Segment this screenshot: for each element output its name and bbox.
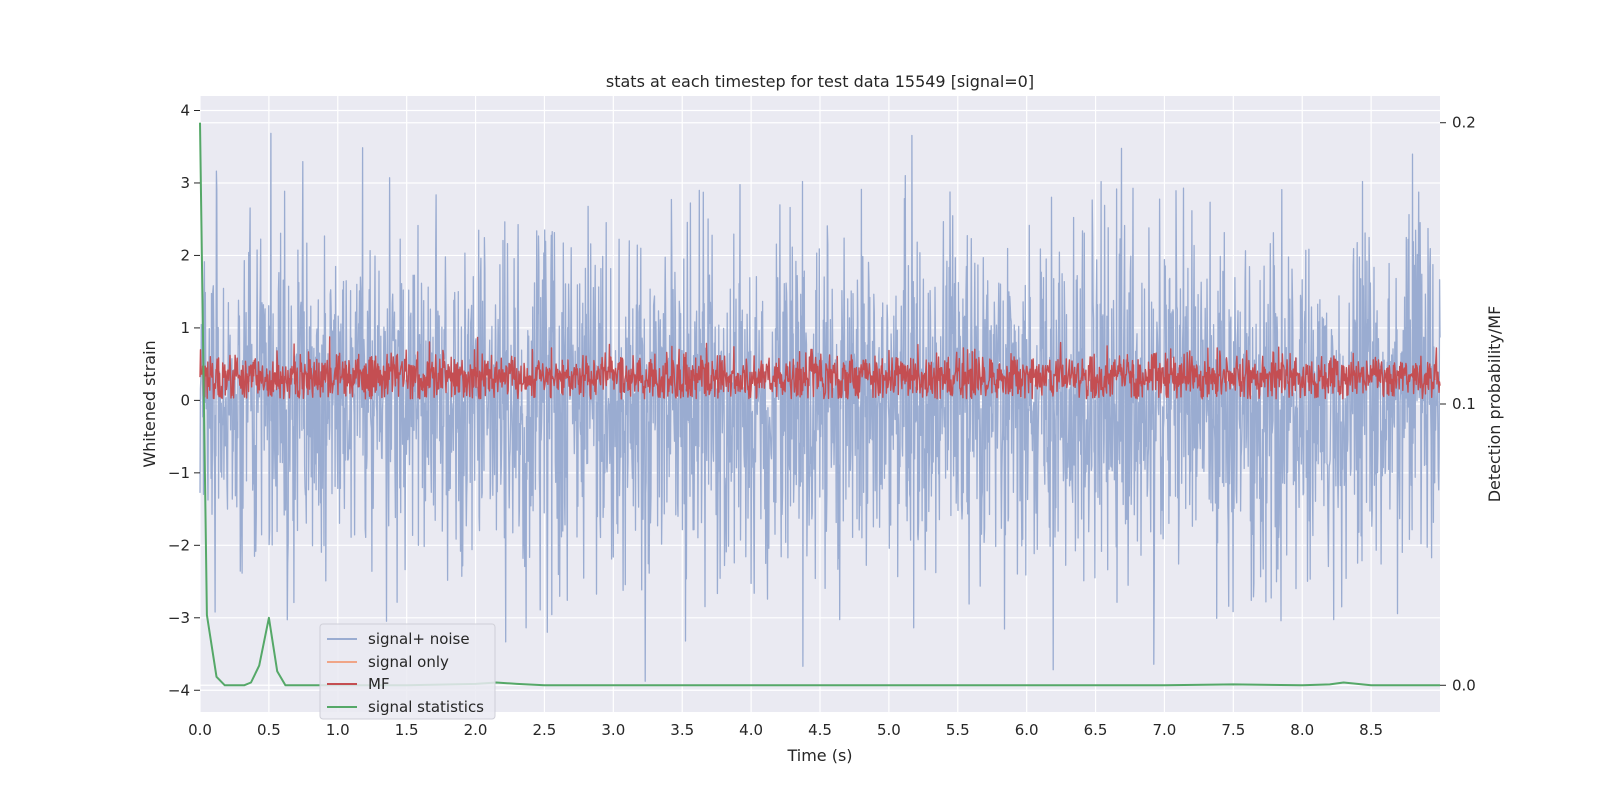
x-tick-label: 4.0	[739, 721, 763, 739]
x-tick-label: 6.0	[1015, 721, 1039, 739]
series-mf-line	[199, 336, 1441, 400]
legend-label-signal-only: signal only	[368, 653, 449, 671]
y2-tick-label: 0.0	[1452, 676, 1476, 694]
x-tick-label: 3.0	[601, 721, 625, 739]
y2-tick-label: 0.2	[1452, 114, 1476, 132]
y-tick-label: 2	[180, 246, 190, 264]
y-axis-ticks: 4 3 2 1 0 −1 −2 −3 −4	[168, 101, 200, 699]
x-tick-label: 8.0	[1290, 721, 1314, 739]
y-tick-label: −1	[168, 464, 190, 482]
y2-axis-label: Detection probability/MF	[1485, 306, 1504, 503]
x-tick-label: 0.0	[188, 721, 212, 739]
x-axis-label: Time (s)	[786, 746, 852, 765]
y-tick-label: −4	[168, 681, 190, 699]
y-tick-label: 3	[180, 174, 190, 192]
legend: signal+ noise signal only MF signal stat…	[319, 623, 496, 720]
y-tick-label: 1	[180, 319, 190, 337]
x-tick-label: 2.0	[464, 721, 488, 739]
x-tick-label: 1.5	[395, 721, 419, 739]
x-tick-label: 1.0	[326, 721, 350, 739]
x-tick-label: 4.5	[808, 721, 832, 739]
legend-label-signal-noise: signal+ noise	[368, 630, 470, 648]
y-axis-label: Whitened strain	[140, 340, 159, 467]
x-tick-label: 2.5	[533, 721, 557, 739]
legend-label-signal-statistics: signal statistics	[368, 698, 484, 716]
x-tick-label: 8.5	[1359, 721, 1383, 739]
legend-label-mf: MF	[368, 675, 390, 693]
x-tick-label: 3.5	[670, 721, 694, 739]
y-tick-label: −2	[168, 536, 190, 554]
x-tick-label: 0.5	[257, 721, 281, 739]
y-tick-label: −3	[168, 609, 190, 627]
y2-tick-label: 0.1	[1452, 395, 1476, 413]
chart-title: stats at each timestep for test data 155…	[606, 72, 1034, 91]
x-tick-label: 5.0	[877, 721, 901, 739]
y-tick-label: 4	[180, 101, 190, 119]
y2-axis-ticks: 0.2 0.1 0.0	[1440, 114, 1476, 694]
x-tick-label: 5.5	[946, 721, 970, 739]
x-axis-ticks: 0.0 0.5 1.0 1.5 2.0 2.5 3.0 3.5 4.0 4.5 5.0 5.5 6.0 6…	[188, 721, 1383, 739]
legend-box	[319, 623, 496, 720]
x-tick-label: 7.0	[1153, 721, 1177, 739]
y-tick-label: 0	[180, 391, 190, 409]
x-tick-label: 6.5	[1084, 721, 1108, 739]
x-tick-label: 7.5	[1221, 721, 1245, 739]
series-signal-noise-line	[199, 132, 1441, 682]
